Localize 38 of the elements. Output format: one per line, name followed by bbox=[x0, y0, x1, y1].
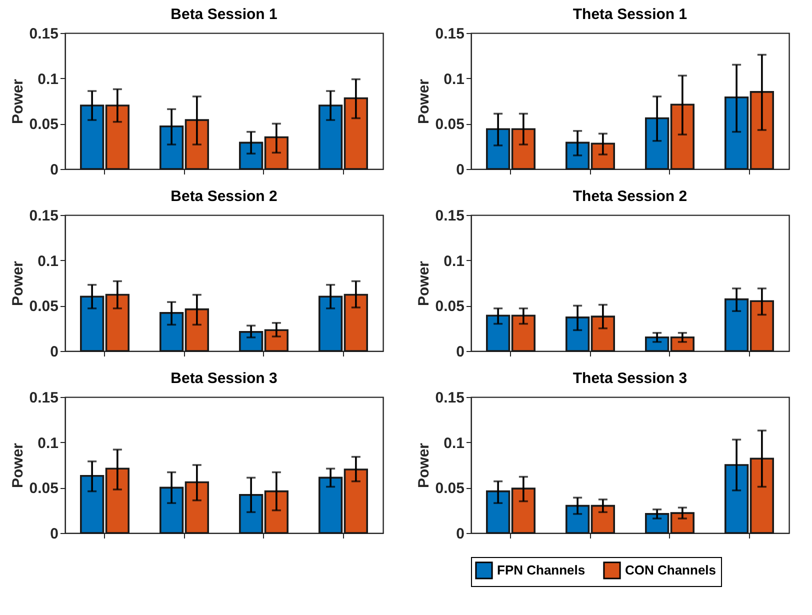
y-tick-label: 0.05 bbox=[29, 116, 58, 134]
y-tick-label: 0.05 bbox=[435, 480, 464, 498]
y-tick-label: 0 bbox=[50, 344, 58, 360]
y-tick-label: 0 bbox=[456, 162, 464, 178]
chart-title: Beta Session 1 bbox=[170, 6, 278, 23]
chart-title: Theta Session 2 bbox=[572, 188, 688, 205]
y-tick-label: 0.1 bbox=[444, 434, 464, 452]
chart-title: Theta Session 1 bbox=[572, 6, 688, 23]
y-tick-label: 0 bbox=[50, 162, 58, 178]
y-tick-label: 0.15 bbox=[29, 26, 58, 42]
y-axis-title: Power bbox=[9, 78, 26, 124]
y-tick-label: 0.05 bbox=[435, 298, 464, 316]
y-tick-label: 0.1 bbox=[444, 70, 464, 88]
legend-label: CON Channels bbox=[625, 562, 716, 578]
y-tick-label: 0.15 bbox=[435, 26, 464, 42]
y-tick-label: 0 bbox=[456, 344, 464, 360]
y-tick-label: 0 bbox=[456, 526, 464, 542]
y-tick-label: 0.05 bbox=[29, 480, 58, 498]
y-axis-title: Power bbox=[415, 442, 432, 488]
y-tick-label: 0.05 bbox=[435, 116, 464, 134]
y-tick-label: 0.1 bbox=[444, 252, 464, 270]
y-tick-label: 0.15 bbox=[29, 208, 58, 224]
y-tick-label: 0.15 bbox=[435, 208, 464, 224]
y-tick-label: 0.1 bbox=[38, 70, 58, 88]
chart-title: Beta Session 3 bbox=[170, 370, 278, 387]
chart-title: Beta Session 2 bbox=[170, 188, 278, 205]
y-axis-title: Power bbox=[9, 260, 26, 306]
legend-label: FPN Channels bbox=[497, 562, 586, 578]
y-tick-label: 0.1 bbox=[38, 252, 58, 270]
y-tick-label: 0.15 bbox=[29, 390, 58, 406]
y-tick-label: 0.1 bbox=[38, 434, 58, 452]
y-axis-title: Power bbox=[415, 78, 432, 124]
y-tick-label: 0.15 bbox=[435, 390, 464, 406]
y-tick-label: 0 bbox=[50, 526, 58, 542]
y-axis-title: Power bbox=[9, 442, 26, 488]
y-tick-label: 0.05 bbox=[29, 298, 58, 316]
y-axis-title: Power bbox=[415, 260, 432, 306]
chart-title: Theta Session 3 bbox=[572, 370, 688, 387]
